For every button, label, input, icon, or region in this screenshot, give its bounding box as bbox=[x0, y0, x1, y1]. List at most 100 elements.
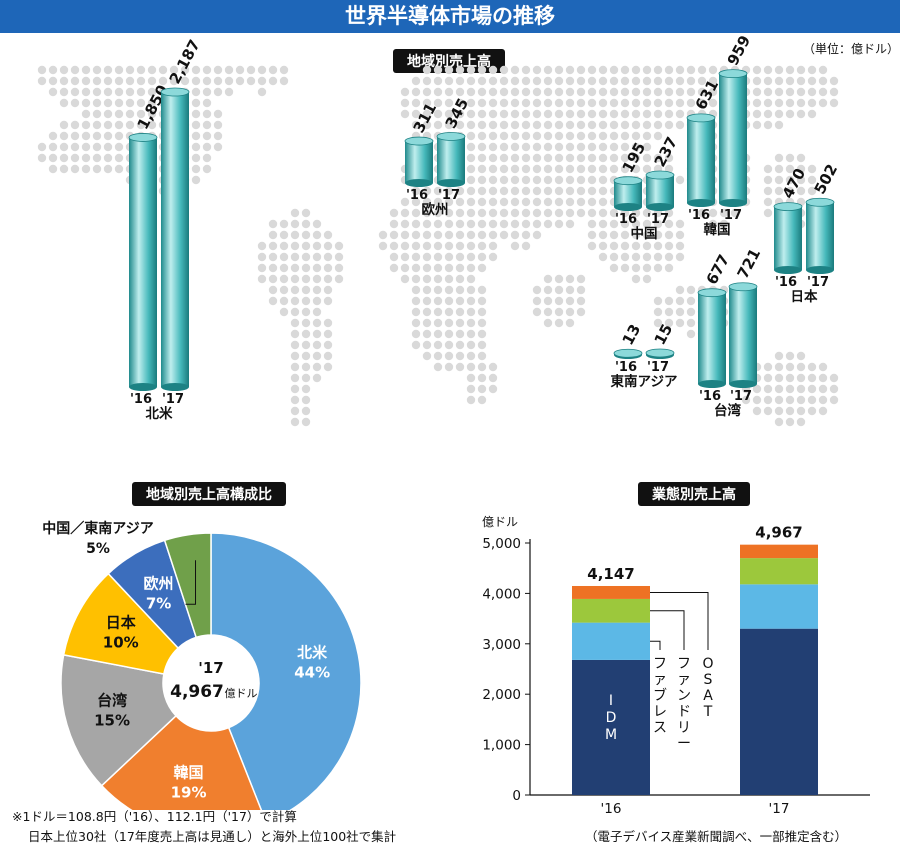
cylinder-year-label: '16 bbox=[615, 360, 637, 375]
donut-slice bbox=[210, 532, 362, 810]
regional-cylinder-chart: 1,850'162,187'17北米311'16345'17欧州195'1623… bbox=[37, 32, 841, 427]
cylinder-year-label: '17 bbox=[647, 212, 669, 227]
svg-text:ス: ス bbox=[653, 720, 667, 736]
cylinder-base bbox=[698, 380, 726, 388]
cylinder-base bbox=[806, 266, 834, 274]
stack-segment-ファブレス bbox=[572, 622, 650, 660]
business-stacked-chart: 0 1,000 2,000 3,000 4,000 5,000 億ドル 4,147 '16 4,9… bbox=[482, 515, 870, 817]
svg-text:S: S bbox=[704, 672, 713, 688]
cylinder-body bbox=[729, 286, 757, 384]
stack-segment-ファブレス bbox=[740, 584, 818, 629]
cylinder-body bbox=[161, 92, 189, 387]
cylinder-base bbox=[405, 179, 433, 187]
cylinder-value-label: 959 bbox=[724, 32, 755, 68]
region-label: 北米 bbox=[146, 405, 173, 422]
cylinder-body bbox=[129, 137, 157, 387]
cylinder-top bbox=[645, 170, 675, 180]
slice-label: 日本 bbox=[106, 613, 136, 631]
cylinder-body bbox=[646, 175, 674, 207]
region-label: 日本 bbox=[791, 288, 819, 305]
region-label: 東南アジア bbox=[611, 373, 678, 390]
donut-slice bbox=[100, 714, 263, 810]
cylinder-base bbox=[129, 383, 157, 391]
center-unit: 億ドル bbox=[225, 687, 258, 700]
page-title: 世界半導体市場の推移 bbox=[0, 0, 900, 33]
share-donut-chart: 北米 44% 韓国 19% 台湾 15% 日本 10% 欧州 7% 中国／東南アジア 5% '17 4,9… bbox=[42, 520, 362, 810]
slice-percent: 44% bbox=[294, 664, 330, 682]
slice-percent: 19% bbox=[171, 784, 207, 802]
center-value: 4,967 bbox=[170, 682, 224, 702]
leader-line bbox=[185, 560, 197, 605]
business-chart-title: 業態別売上高 bbox=[638, 482, 750, 506]
note-aggregation: 日本上位30社（17年度売上高は見通し）と海外上位100社で集計 bbox=[28, 829, 397, 844]
svg-text:T: T bbox=[703, 704, 713, 720]
cylinder-year-label: '17 bbox=[720, 208, 742, 223]
cylinder-top bbox=[728, 282, 758, 292]
cylinder-top bbox=[436, 132, 466, 141]
cylinder-body bbox=[437, 136, 465, 183]
world-map-dots bbox=[37, 65, 839, 427]
cylinder-year-label: '17 bbox=[807, 275, 829, 290]
cylinder-value-label: 13 bbox=[619, 321, 645, 348]
svg-text:ァ: ァ bbox=[653, 672, 667, 688]
region-label: 中国 bbox=[631, 225, 658, 242]
cylinder-top bbox=[697, 288, 727, 298]
svg-text:ド: ド bbox=[677, 704, 691, 720]
svg-text:フ: フ bbox=[653, 656, 667, 672]
donut-slice bbox=[163, 532, 212, 639]
cylinder-body bbox=[687, 117, 715, 203]
cylinder-top bbox=[686, 113, 716, 123]
leader-line bbox=[650, 640, 661, 650]
region-label: 台湾 bbox=[714, 402, 742, 419]
cylinder-body bbox=[719, 73, 747, 204]
slice-label: 韓国 bbox=[174, 764, 204, 782]
cylinder-year-label: '16 bbox=[699, 389, 721, 404]
cylinder-base bbox=[646, 203, 674, 211]
cylinder-top bbox=[718, 69, 748, 79]
cylinder-base bbox=[719, 199, 747, 207]
stack-segment-ファンドリー bbox=[740, 558, 818, 585]
slice-percent: 15% bbox=[94, 712, 130, 730]
y-tick-label: 5,000 bbox=[482, 536, 521, 552]
cylinder-base bbox=[687, 199, 715, 207]
svg-text:O: O bbox=[702, 656, 713, 672]
cylinder-body bbox=[774, 206, 802, 270]
cylinder-body bbox=[405, 141, 433, 183]
svg-text:A: A bbox=[703, 688, 713, 704]
source-note: （電子デバイス産業新聞調べ、一部推定含む） bbox=[585, 829, 848, 844]
cylinder-top bbox=[645, 348, 675, 358]
y-axis-label: 億ドル bbox=[482, 515, 518, 529]
stack-segment-IDM bbox=[740, 628, 818, 795]
donut-hole bbox=[164, 636, 258, 730]
leader-line bbox=[650, 610, 685, 650]
cylinder-year-label: '17 bbox=[162, 392, 184, 407]
series-label-IDM: IDM bbox=[605, 693, 617, 743]
svg-text:ブ: ブ bbox=[653, 687, 667, 704]
cylinder-base bbox=[614, 203, 642, 211]
x-tick-label: '17 bbox=[769, 801, 790, 817]
svg-text:ン: ン bbox=[677, 688, 691, 704]
slice-percent: 7% bbox=[146, 594, 171, 612]
cylinder-year-label: '16 bbox=[775, 275, 797, 290]
bar-total-label: 4,967 bbox=[755, 524, 802, 542]
cylinder-value-label: 721 bbox=[734, 246, 765, 282]
cylinder-year-label: '17 bbox=[438, 188, 460, 203]
leader-line bbox=[650, 591, 709, 650]
cylinder-value-label: 677 bbox=[703, 251, 734, 287]
svg-text:フ: フ bbox=[677, 656, 691, 672]
stack-segment-IDM bbox=[572, 659, 650, 795]
region-label: 欧州 bbox=[422, 201, 449, 218]
cylinder-base bbox=[161, 383, 189, 391]
svg-text:D: D bbox=[606, 710, 617, 726]
cylinder-year-label: '16 bbox=[615, 212, 637, 227]
svg-text:M: M bbox=[605, 727, 617, 743]
svg-text:レ: レ bbox=[653, 704, 667, 720]
y-tick-label: 2,000 bbox=[482, 687, 521, 703]
